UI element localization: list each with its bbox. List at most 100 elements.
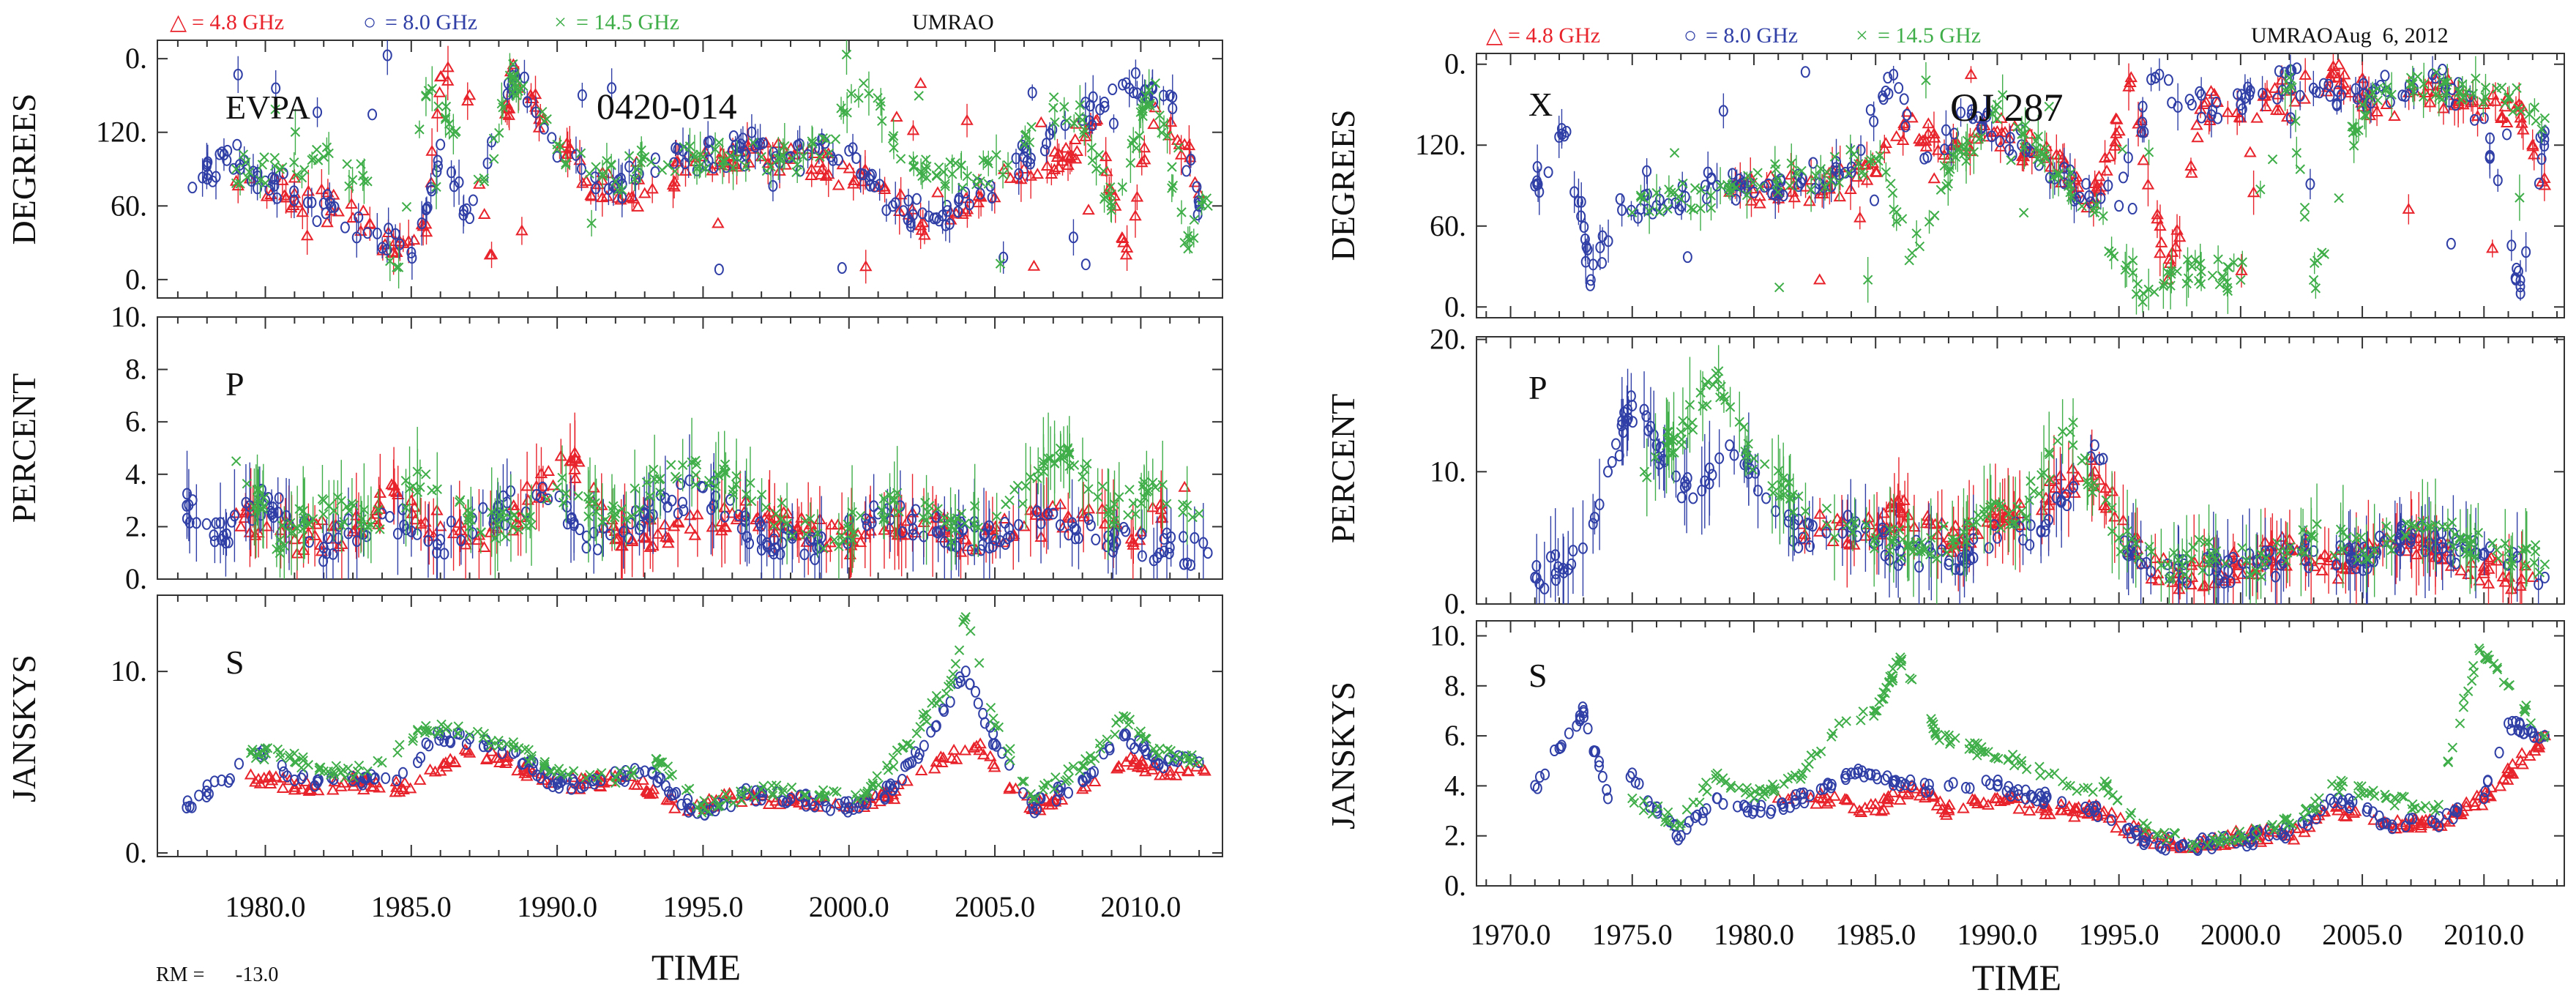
data-point-b xyxy=(1186,559,1196,571)
data-point-b xyxy=(1014,168,1024,180)
data-point-b xyxy=(367,108,378,121)
data-point-r xyxy=(825,518,838,530)
data-point-b xyxy=(304,536,314,548)
data-point-r xyxy=(813,156,826,168)
data-point-g xyxy=(983,179,994,189)
data-point-r xyxy=(302,184,316,196)
data-point-g xyxy=(728,163,739,173)
data-point-g xyxy=(1167,183,1177,193)
data-point-b xyxy=(953,206,963,218)
data-point-r xyxy=(477,207,491,219)
data-point-b xyxy=(182,499,192,512)
data-point-b xyxy=(539,122,549,135)
data-point-g xyxy=(329,505,339,516)
data-point-b xyxy=(1055,519,1065,532)
panel-evpa: 0. 120. 60. 0. DEGREES EVPA 0420-014 xyxy=(5,40,1223,299)
data-point-g xyxy=(421,90,431,101)
data-point-b xyxy=(228,163,239,175)
data-point-g xyxy=(1173,143,1184,153)
data-point-r xyxy=(1099,150,1113,162)
data-point-g xyxy=(982,155,993,166)
data-point-r xyxy=(260,520,274,532)
data-point-b xyxy=(1198,537,1209,549)
data-point-g xyxy=(741,161,751,171)
data-point-b xyxy=(289,194,299,206)
data-point-r xyxy=(832,179,845,190)
data-point-b xyxy=(828,154,838,166)
data-point-g xyxy=(787,153,797,164)
data-point-b xyxy=(1132,87,1142,100)
data-point-b xyxy=(382,49,392,61)
data-point-g xyxy=(269,160,280,171)
data-point-r xyxy=(430,107,444,119)
data-point-g xyxy=(876,97,886,107)
data-point-r xyxy=(671,515,684,526)
data-point-b xyxy=(747,126,757,138)
data-point-r xyxy=(422,526,436,538)
data-point-b xyxy=(1164,547,1174,559)
data-point-g xyxy=(508,76,518,87)
y-tick-label: 6. xyxy=(125,405,147,438)
data-point-b xyxy=(844,144,854,157)
y-tick-label: 0. xyxy=(1444,48,1466,81)
data-point-g xyxy=(875,100,886,111)
data-point-r xyxy=(427,529,440,541)
data-point-g xyxy=(945,157,955,168)
x-tick-label: 2005.0 xyxy=(955,890,1035,923)
data-point-g xyxy=(887,133,898,143)
data-point-r xyxy=(1040,160,1054,171)
data-point-b xyxy=(392,528,403,540)
data-point-r xyxy=(595,499,608,510)
data-point-r xyxy=(831,518,845,530)
data-point-r xyxy=(520,480,534,491)
data-point-b xyxy=(575,523,585,536)
data-point-b xyxy=(571,149,581,161)
data-point-b xyxy=(810,553,820,565)
data-point-b xyxy=(624,532,634,545)
data-point-g xyxy=(1020,481,1031,491)
data-point-r xyxy=(433,520,447,532)
data-point-g xyxy=(270,104,280,114)
data-point-g xyxy=(362,176,373,187)
data-point-r xyxy=(372,497,386,509)
data-point-b xyxy=(433,154,443,167)
data-point-b xyxy=(1084,115,1094,127)
data-point-b xyxy=(862,519,872,532)
data-point-g xyxy=(1117,182,1127,193)
data-point-r xyxy=(637,530,650,542)
data-point-g xyxy=(449,127,460,138)
data-point-r xyxy=(804,169,818,181)
data-point-g xyxy=(1150,78,1161,89)
data-point-b xyxy=(990,534,1000,546)
data-point-g xyxy=(463,515,473,526)
data-point-b xyxy=(1064,529,1074,541)
data-point-b xyxy=(266,508,277,521)
data-point-b xyxy=(769,146,779,159)
data-point-b xyxy=(1181,165,1192,177)
data-point-b xyxy=(581,542,591,554)
data-point-g xyxy=(876,504,887,515)
data-point-g xyxy=(342,159,352,169)
data-point-r xyxy=(363,217,377,228)
data-point-r xyxy=(1075,507,1089,518)
data-point-b xyxy=(399,519,409,532)
data-point-g xyxy=(1159,119,1169,130)
data-point-b xyxy=(888,200,898,212)
y-tick-label: 8. xyxy=(125,353,147,386)
data-point-b xyxy=(725,493,735,506)
data-point-g xyxy=(555,141,566,152)
data-point-g xyxy=(1003,160,1013,171)
data-point-g xyxy=(1106,205,1117,215)
data-point-b xyxy=(449,180,459,193)
data-point-g xyxy=(710,144,720,154)
x-axis-label: TIME xyxy=(652,947,741,988)
data-point-g xyxy=(1189,215,1200,225)
date-label: Aug 6, 2012 xyxy=(2334,23,2449,48)
data-point-r xyxy=(611,191,624,203)
data-point-b xyxy=(1086,519,1096,532)
data-point-b xyxy=(191,517,201,529)
data-point-g xyxy=(777,498,787,508)
data-point-r xyxy=(260,190,274,201)
data-point-b xyxy=(679,504,689,516)
data-point-r xyxy=(1018,163,1031,174)
